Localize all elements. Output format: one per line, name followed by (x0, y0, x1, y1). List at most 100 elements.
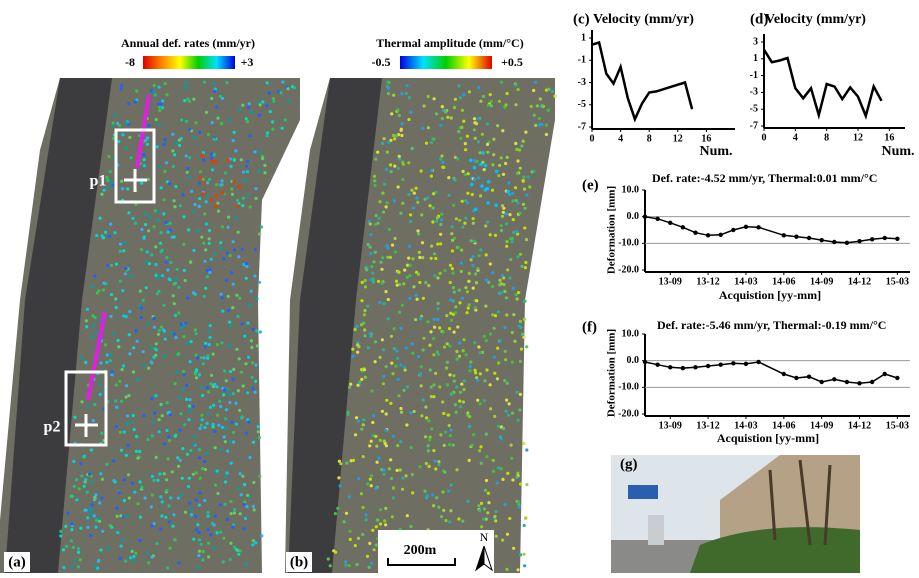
ps-point (114, 298, 117, 301)
ps-point (381, 256, 384, 259)
data-point (807, 374, 811, 378)
ps-point (431, 493, 434, 496)
ps-point (379, 508, 382, 511)
ps-point (453, 380, 456, 383)
ps-point (268, 91, 271, 94)
ps-point (105, 463, 108, 466)
data-point (857, 239, 861, 243)
ps-point (405, 474, 408, 477)
ps-point (369, 335, 372, 338)
ps-point (484, 224, 487, 227)
ps-point (434, 372, 437, 375)
ps-point (472, 217, 475, 220)
ps-point (91, 335, 94, 338)
ps-point (112, 332, 115, 335)
ps-point (259, 330, 262, 333)
ps-point (254, 248, 257, 251)
ps-point (517, 291, 520, 294)
ps-point (165, 478, 168, 481)
ps-point (348, 495, 351, 498)
ps-point (443, 269, 446, 272)
ps-point (259, 151, 262, 154)
ps-point (485, 368, 488, 371)
ps-point (271, 120, 274, 123)
ps-point (426, 196, 429, 199)
ps-point (329, 564, 332, 567)
ps-point (451, 225, 454, 228)
ps-point (192, 473, 195, 476)
ps-point (96, 567, 99, 570)
ps-point (200, 424, 203, 427)
data-point (681, 366, 685, 370)
ps-point (208, 271, 211, 274)
ps-point (208, 237, 211, 240)
ps-point (407, 193, 410, 196)
ps-point (150, 505, 153, 508)
ps-point (476, 399, 479, 402)
data-point (857, 381, 861, 385)
ps-point (440, 218, 443, 221)
ps-point (369, 478, 372, 481)
ps-point (205, 452, 208, 455)
ps-point (123, 241, 126, 244)
ps-point (391, 515, 394, 518)
ps-point (212, 352, 215, 355)
ps-point (386, 246, 389, 249)
ps-point (509, 258, 512, 261)
ps-point (114, 399, 117, 402)
ps-point (339, 484, 342, 487)
ps-point (435, 496, 438, 499)
ps-point (334, 512, 337, 515)
ps-point (397, 167, 400, 170)
ps-point (194, 372, 197, 375)
ps-point (485, 339, 488, 342)
ps-point (522, 180, 525, 183)
ps-point (505, 568, 508, 571)
ps-point (251, 543, 254, 546)
ps-point (403, 269, 406, 272)
ps-point (231, 306, 234, 309)
ps-point (143, 364, 146, 367)
ps-point (410, 189, 413, 192)
ps-point (421, 241, 424, 244)
ps-point (398, 311, 401, 314)
ps-point (150, 397, 153, 400)
ps-point (409, 111, 412, 114)
ps-point (470, 183, 474, 187)
ps-point (221, 97, 224, 100)
y-tick-label: 10.0 (622, 184, 640, 195)
ps-point (91, 481, 94, 484)
ps-point (502, 427, 505, 430)
ps-point (376, 461, 379, 464)
ps-point (511, 192, 514, 195)
ps-point (368, 542, 371, 545)
ps-point (399, 212, 402, 215)
ps-point (505, 222, 508, 225)
ps-point (479, 100, 482, 103)
ps-point (453, 106, 456, 109)
ps-point (351, 348, 354, 351)
ps-point (134, 222, 137, 225)
ps-point (230, 165, 233, 168)
series-line (645, 217, 897, 243)
ps-point (125, 147, 128, 150)
ps-point (161, 249, 164, 252)
ps-point (378, 301, 381, 304)
ps-point (474, 272, 477, 275)
ps-point (522, 203, 525, 206)
ps-point (399, 407, 402, 410)
point-label: p2 (44, 419, 61, 436)
ps-point (89, 534, 92, 537)
ps-point (195, 332, 198, 335)
x-tick-label: 14-09 (810, 276, 833, 287)
ps-point (188, 176, 191, 179)
ps-point (245, 265, 248, 268)
ps-point (489, 233, 492, 236)
ps-point (219, 531, 222, 534)
ps-point (360, 378, 363, 381)
ps-point (384, 429, 387, 432)
ps-point (473, 128, 476, 131)
ps-point (441, 400, 444, 403)
ps-point (136, 378, 139, 381)
ps-point (72, 546, 75, 549)
